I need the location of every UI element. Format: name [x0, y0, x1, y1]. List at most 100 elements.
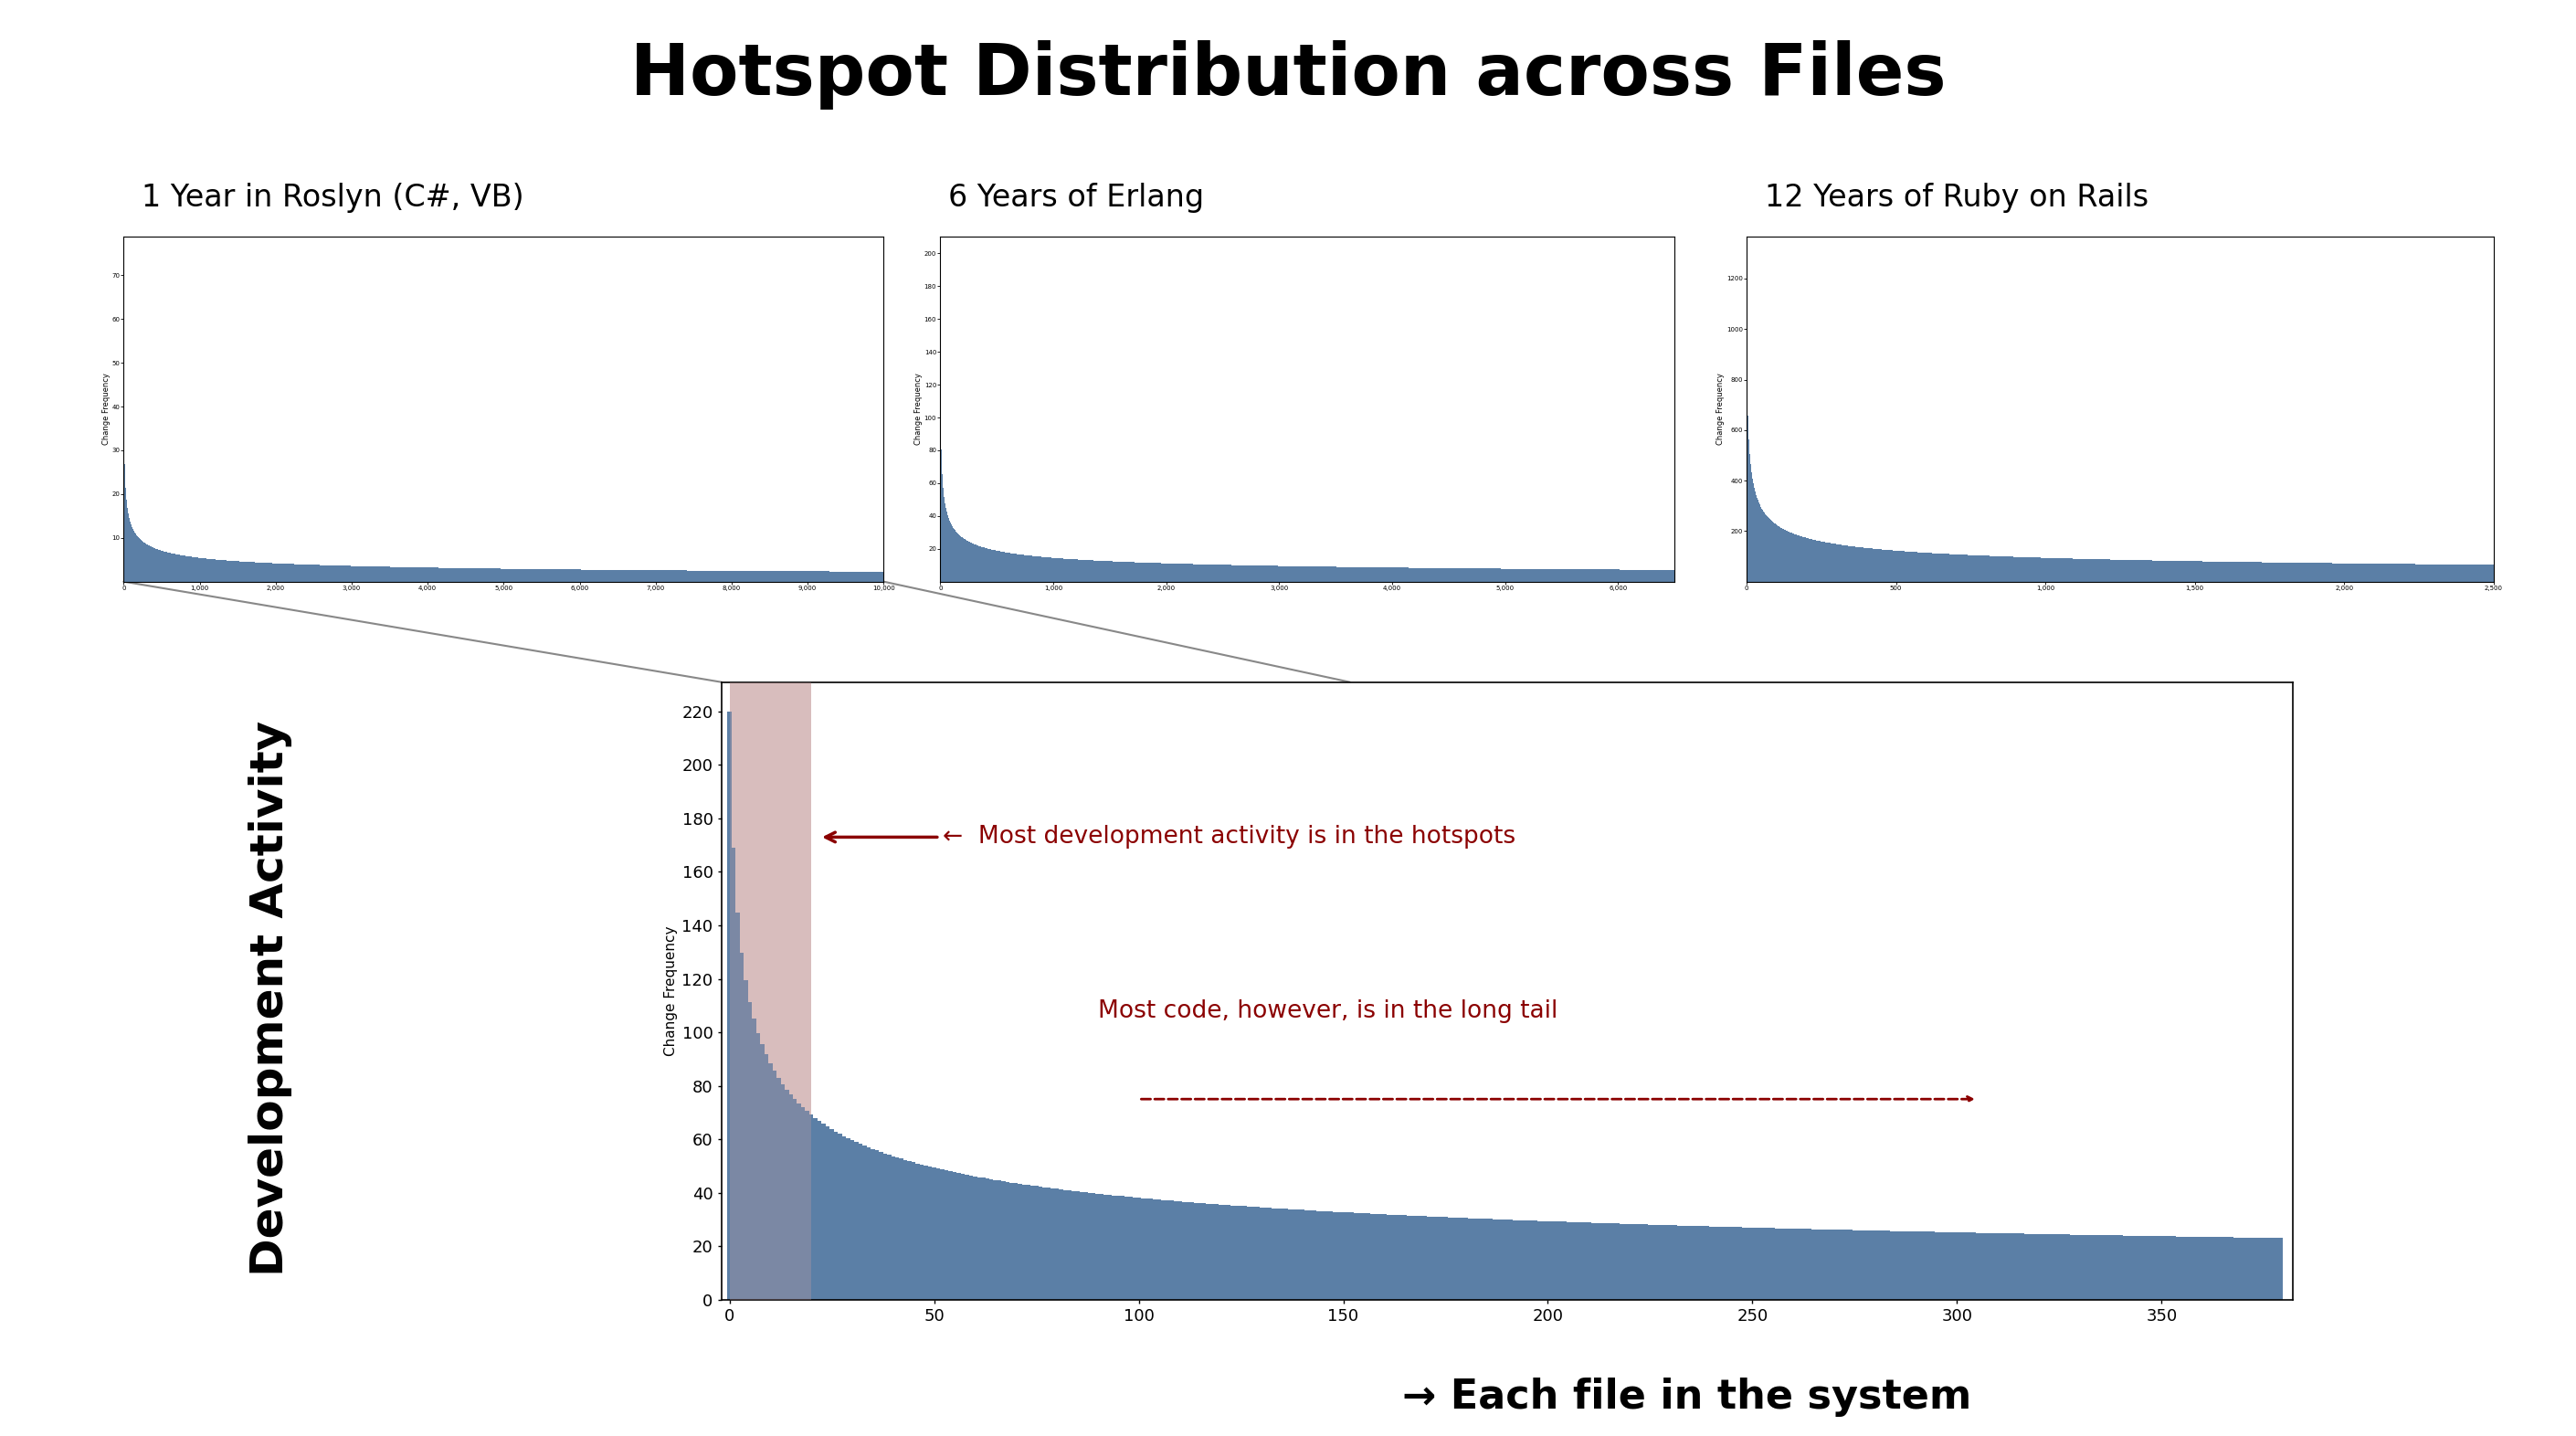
- Bar: [1213, 1205, 1218, 1300]
- Bar: [1211, 1203, 1213, 1300]
- Bar: [1066, 1190, 1072, 1300]
- Bar: [1030, 1186, 1036, 1300]
- Bar: [1662, 1225, 1664, 1300]
- Bar: [2032, 1234, 2038, 1300]
- Bar: [891, 1156, 896, 1300]
- Bar: [1669, 1225, 1672, 1300]
- Bar: [1731, 1226, 1734, 1300]
- Bar: [1144, 1199, 1149, 1300]
- Bar: [871, 1149, 876, 1300]
- Bar: [1342, 1212, 1345, 1300]
- Bar: [1935, 1232, 1940, 1300]
- Bar: [1453, 1218, 1455, 1300]
- Bar: [1947, 1232, 1950, 1300]
- Bar: [1739, 1228, 1741, 1300]
- Bar: [2159, 1236, 2164, 1300]
- Bar: [1046, 1188, 1051, 1300]
- Bar: [817, 1122, 822, 1300]
- Bar: [1025, 1185, 1030, 1300]
- Text: 1 Year in Roslyn (C#, VB): 1 Year in Roslyn (C#, VB): [142, 184, 523, 213]
- Bar: [1600, 1223, 1602, 1300]
- Bar: [896, 1157, 899, 1300]
- Bar: [1502, 1219, 1504, 1300]
- Bar: [1631, 1223, 1636, 1300]
- Bar: [2262, 1238, 2267, 1300]
- Text: → Each file in the system: → Each file in the system: [1401, 1377, 1973, 1417]
- Bar: [1005, 1182, 1010, 1300]
- Bar: [1522, 1221, 1525, 1300]
- Bar: [976, 1178, 981, 1300]
- Bar: [1175, 1200, 1177, 1300]
- Bar: [2079, 1235, 2081, 1300]
- Bar: [2156, 1236, 2159, 1300]
- Bar: [1105, 1195, 1108, 1300]
- Bar: [1607, 1223, 1613, 1300]
- Bar: [966, 1175, 969, 1300]
- Bar: [1899, 1231, 1901, 1300]
- Bar: [2267, 1238, 2269, 1300]
- Bar: [927, 1166, 933, 1300]
- Bar: [2269, 1238, 2275, 1300]
- Bar: [1170, 1200, 1175, 1300]
- Bar: [850, 1140, 855, 1300]
- Bar: [1940, 1232, 1942, 1300]
- Bar: [1960, 1232, 1963, 1300]
- Bar: [997, 1180, 1002, 1300]
- Bar: [822, 1124, 827, 1300]
- Bar: [1476, 1219, 1481, 1300]
- Bar: [1829, 1229, 1832, 1300]
- Bar: [2094, 1235, 2099, 1300]
- Bar: [1533, 1221, 1538, 1300]
- Bar: [1455, 1218, 1461, 1300]
- Bar: [1950, 1232, 1955, 1300]
- Bar: [1955, 1232, 1960, 1300]
- Bar: [1623, 1223, 1628, 1300]
- Bar: [1996, 1234, 1999, 1300]
- Bar: [1510, 1219, 1512, 1300]
- Bar: [1538, 1221, 1543, 1300]
- Bar: [1255, 1208, 1260, 1300]
- Bar: [1182, 1202, 1185, 1300]
- Bar: [1816, 1229, 1821, 1300]
- Bar: [752, 1020, 757, 1300]
- Bar: [920, 1165, 925, 1300]
- Bar: [1252, 1206, 1255, 1300]
- Bar: [1837, 1229, 1839, 1300]
- Bar: [1718, 1226, 1721, 1300]
- Bar: [1700, 1226, 1705, 1300]
- Bar: [1038, 1186, 1043, 1300]
- Bar: [2089, 1235, 2094, 1300]
- Bar: [1448, 1218, 1453, 1300]
- Bar: [1839, 1229, 1844, 1300]
- Bar: [1141, 1198, 1144, 1300]
- Bar: [1234, 1206, 1239, 1300]
- Bar: [2040, 1234, 2045, 1300]
- Bar: [1710, 1226, 1713, 1300]
- Bar: [1664, 1225, 1669, 1300]
- Bar: [744, 981, 747, 1300]
- Bar: [1641, 1225, 1643, 1300]
- Bar: [1321, 1211, 1324, 1300]
- Bar: [1275, 1209, 1280, 1300]
- Bar: [2179, 1236, 2184, 1300]
- Bar: [1123, 1196, 1128, 1300]
- Bar: [1795, 1229, 1801, 1300]
- Bar: [2102, 1235, 2107, 1300]
- Bar: [1968, 1232, 1971, 1300]
- Bar: [1857, 1231, 1860, 1300]
- Bar: [739, 952, 744, 1300]
- Bar: [1754, 1228, 1759, 1300]
- Bar: [2038, 1234, 2040, 1300]
- Bar: [2030, 1234, 2032, 1300]
- Bar: [1092, 1193, 1095, 1300]
- Bar: [768, 1063, 773, 1300]
- Bar: [1636, 1225, 1641, 1300]
- Bar: [2138, 1236, 2143, 1300]
- Bar: [747, 1002, 752, 1300]
- Bar: [1154, 1199, 1157, 1300]
- Bar: [1685, 1226, 1690, 1300]
- Bar: [1484, 1219, 1489, 1300]
- Bar: [793, 1099, 796, 1300]
- Bar: [2066, 1235, 2069, 1300]
- Bar: [1260, 1208, 1262, 1300]
